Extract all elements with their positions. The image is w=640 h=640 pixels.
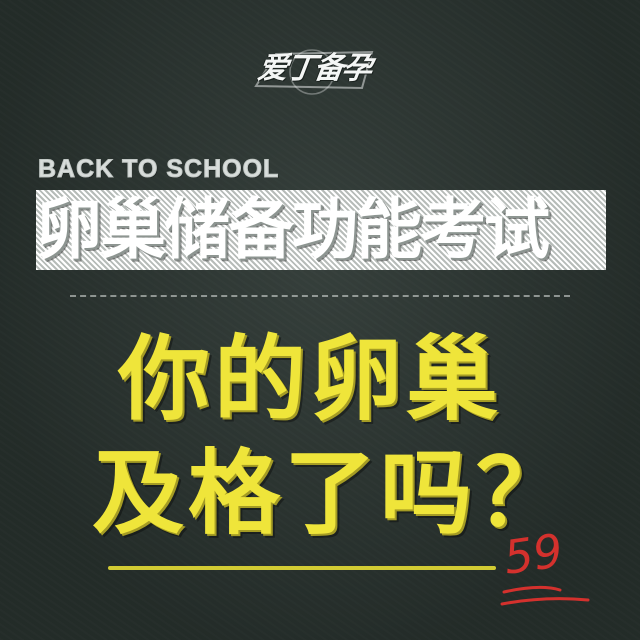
question-line-2: 及格了吗？ [92, 440, 573, 547]
question-line-1: 你的卵巢 [118, 326, 503, 433]
subtitle: BACK TO SCHOOL [37, 155, 280, 184]
dashed-divider [70, 295, 570, 297]
logo-text: 爱丁备孕 [255, 51, 373, 86]
brand-logo: 爱丁备孕 [252, 46, 388, 98]
score-underline-icon [500, 585, 590, 606]
page-title: 卵巢储备功能考试 [36, 190, 606, 270]
score-mark: 59 [500, 523, 567, 585]
logo-outline-icon [254, 49, 374, 95]
question-underline [108, 566, 496, 570]
